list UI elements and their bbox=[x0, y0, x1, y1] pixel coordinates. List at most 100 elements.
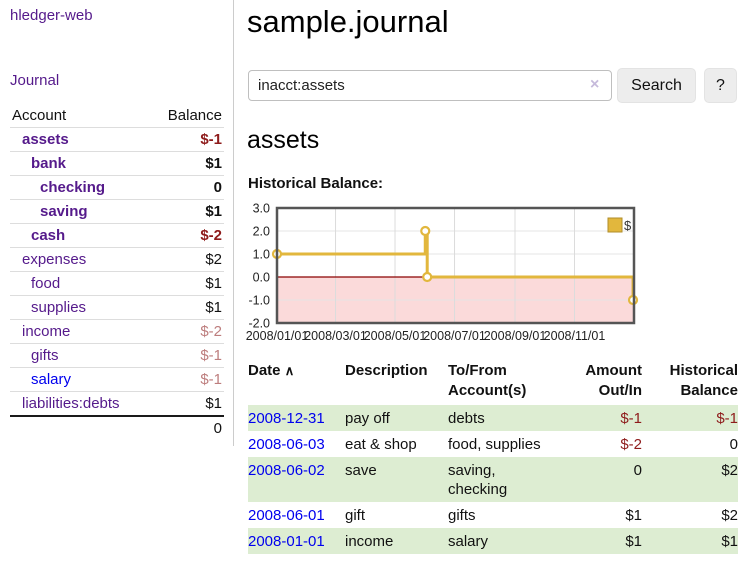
transaction-amount: $-1 bbox=[554, 405, 642, 431]
transaction-accounts: food, supplies bbox=[448, 436, 541, 453]
account-balance: $2 bbox=[149, 247, 224, 272]
account-name-cell: supplies bbox=[10, 295, 150, 320]
account-balance: $1 bbox=[149, 391, 224, 416]
accounts-table-header: Account Balance bbox=[10, 104, 224, 128]
transaction-date-link[interactable]: 2008-01-01 bbox=[248, 533, 325, 550]
transaction-date-cell: 2008-06-03 bbox=[248, 431, 345, 457]
sidebar-account-link[interactable]: cash bbox=[31, 227, 66, 244]
sidebar-account-link[interactable]: food bbox=[31, 275, 61, 292]
register-table: Date ∧ Description To/From Account(s) Am… bbox=[248, 361, 738, 554]
account-row: expenses $2 bbox=[10, 247, 224, 272]
sidebar-account-link[interactable]: assets bbox=[22, 131, 69, 148]
transaction-date-cell: 2008-12-31 bbox=[248, 405, 345, 431]
accounts-header-account: Account bbox=[12, 107, 67, 124]
transaction-date-cell: 2008-06-01 bbox=[248, 502, 345, 528]
account-row: gifts $-1 bbox=[10, 343, 224, 368]
account-name-cell: expenses bbox=[10, 247, 150, 272]
register-header-accounts: To/From Account(s) bbox=[448, 362, 527, 399]
accounts-header-balance: Balance bbox=[167, 107, 222, 124]
account-balance: $1 bbox=[149, 295, 224, 320]
account-balance: $-1 bbox=[149, 127, 224, 152]
sidebar-account-link[interactable]: salary bbox=[31, 371, 72, 388]
account-row: saving $1 bbox=[10, 199, 224, 224]
accounts-total-value: 0 bbox=[10, 415, 224, 440]
sidebar-account-link[interactable]: checking bbox=[40, 179, 106, 196]
search-input[interactable] bbox=[248, 70, 612, 101]
x-tick-label: 2008/09/01 bbox=[484, 329, 547, 343]
account-row: cash $-2 bbox=[10, 223, 224, 248]
sidebar-account-link[interactable]: liabilities:debts bbox=[22, 395, 120, 412]
transaction-accounts: debts bbox=[448, 405, 554, 431]
accounts-table: Account Balance assets $-1 bank $1 checking 0… bbox=[10, 104, 224, 440]
sidebar-divider bbox=[233, 0, 234, 446]
account-name-cell: liabilities:debts bbox=[10, 391, 150, 416]
balance-chart-svg: $3.0 2.0 1.0 0.0 -1.0 -2.02008/01/012008/03/0… bbox=[246, 202, 639, 343]
x-tick-label: 2008/07/01 bbox=[423, 329, 486, 343]
sidebar-account-link[interactable]: saving bbox=[40, 203, 88, 220]
account-name-cell: assets bbox=[10, 127, 150, 152]
chart-title: Historical Balance: bbox=[248, 175, 384, 192]
date-header-label: Date bbox=[248, 362, 281, 379]
account-name-cell: income bbox=[10, 319, 150, 344]
transaction-date-link[interactable]: 2008-06-02 bbox=[248, 462, 325, 479]
account-heading: assets bbox=[247, 126, 320, 154]
transaction-row: 2008-06-03 eat & shop food, supplies $-2 0 bbox=[248, 431, 738, 457]
plot-border bbox=[275, 206, 636, 325]
x-tick-label: 2008/03/01 bbox=[304, 329, 367, 343]
account-name-cell: saving bbox=[10, 199, 150, 224]
app-brand-link[interactable]: hledger-web bbox=[10, 7, 93, 24]
legend-swatch bbox=[607, 217, 623, 233]
account-name-cell: checking bbox=[10, 175, 150, 200]
register-header-date[interactable]: Date ∧ bbox=[248, 361, 345, 405]
account-balance: $-2 bbox=[149, 319, 224, 344]
search-bar: × Search ? bbox=[248, 67, 737, 103]
register-header-row: Date ∧ Description To/From Account(s) Am… bbox=[248, 361, 738, 405]
account-balance: $1 bbox=[149, 199, 224, 224]
data-point-marker bbox=[422, 271, 433, 283]
transaction-balance: 0 bbox=[729, 436, 738, 453]
search-button[interactable]: Search bbox=[617, 68, 696, 103]
page-title: sample.journal bbox=[247, 4, 449, 39]
accounts-total-row: 0 bbox=[10, 415, 224, 440]
clear-search-icon[interactable]: × bbox=[590, 76, 600, 93]
transaction-row: 2008-01-01 income salary $1 $1 bbox=[248, 528, 738, 554]
y-tick-label: 3.0 bbox=[253, 202, 270, 216]
register-header-description: Description bbox=[345, 362, 428, 379]
account-row: assets $-1 bbox=[10, 127, 224, 152]
account-row: salary $-1 bbox=[10, 367, 224, 392]
account-name-cell: cash bbox=[10, 223, 150, 248]
transaction-date-link[interactable]: 2008-06-03 bbox=[248, 436, 325, 453]
sidebar-account-link[interactable]: supplies bbox=[31, 299, 87, 316]
transaction-amount: $-2 bbox=[620, 436, 642, 453]
account-balance: $-1 bbox=[149, 343, 224, 368]
sidebar-item-journal[interactable]: Journal bbox=[10, 72, 60, 89]
transaction-accounts: gifts bbox=[448, 507, 476, 524]
account-balance: 0 bbox=[149, 175, 224, 200]
legend-label: $ bbox=[624, 218, 632, 233]
sidebar-account-link[interactable]: expenses bbox=[22, 251, 87, 268]
account-name-cell: bank bbox=[10, 151, 150, 176]
sidebar-account-link[interactable]: bank bbox=[31, 155, 67, 172]
transaction-date-link[interactable]: 2008-12-31 bbox=[248, 410, 325, 427]
account-balance: $-1 bbox=[149, 367, 224, 392]
transaction-accounts: saving, checking bbox=[448, 457, 554, 502]
y-tick-label: -2.0 bbox=[248, 317, 270, 331]
transaction-description: gift bbox=[345, 507, 366, 524]
sidebar-account-link[interactable]: gifts bbox=[31, 347, 59, 364]
transaction-amount: $1 bbox=[554, 528, 642, 554]
account-row: liabilities:debts $1 bbox=[10, 391, 224, 416]
y-tick-label: 0.0 bbox=[253, 271, 270, 285]
help-button[interactable]: ? bbox=[704, 68, 737, 103]
register-header-amount: Amount Out/In bbox=[585, 362, 642, 399]
transaction-accounts: salary bbox=[448, 528, 554, 554]
sort-asc-icon: ∧ bbox=[284, 363, 295, 378]
transaction-date-link[interactable]: 2008-06-01 bbox=[248, 507, 325, 524]
account-balance: $1 bbox=[149, 151, 224, 176]
y-tick-label: 2.0 bbox=[253, 225, 270, 239]
transaction-balance: $2 bbox=[642, 457, 738, 502]
account-row: checking 0 bbox=[10, 175, 224, 200]
sidebar-account-link[interactable]: income bbox=[22, 323, 71, 340]
transaction-date-cell: 2008-06-02 bbox=[248, 457, 345, 502]
transaction-amount: 0 bbox=[554, 457, 642, 502]
transaction-row: 2008-06-02 save saving, checking 0 $2 bbox=[248, 457, 738, 502]
